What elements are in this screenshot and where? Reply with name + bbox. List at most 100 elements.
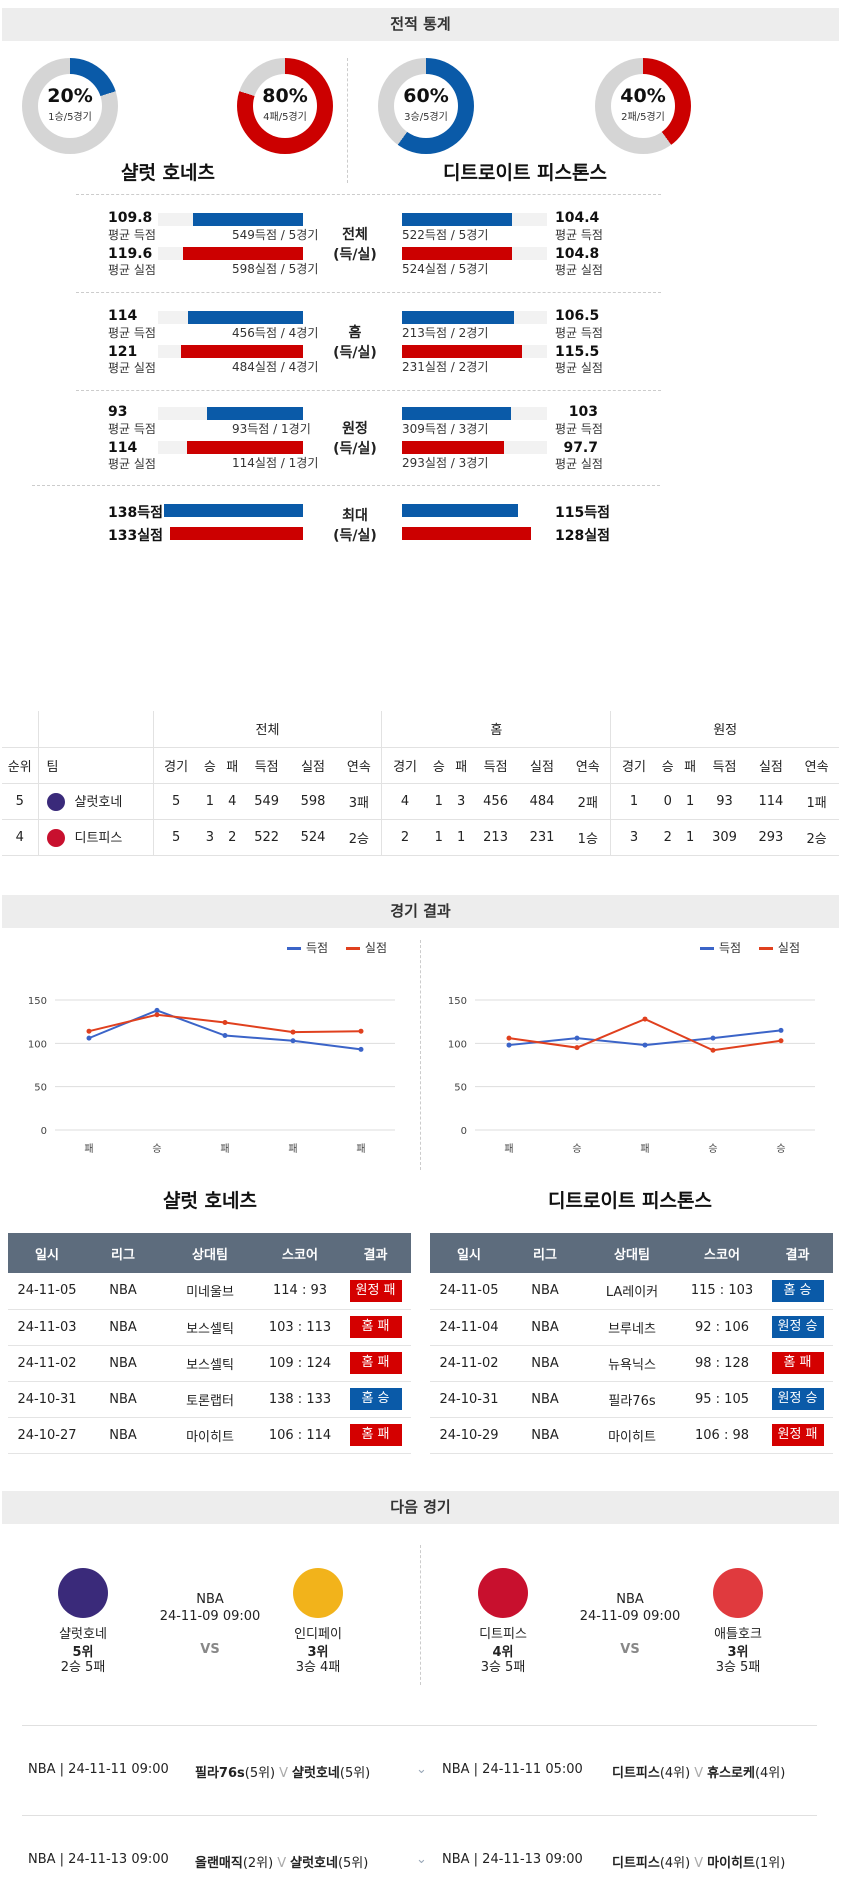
next-vs: VS [200, 1642, 220, 1657]
legend-swatch [345, 947, 360, 950]
next-team-name: 디트피스 [479, 1627, 527, 1642]
results-date: 24-11-05 [8, 1273, 86, 1310]
fixture-team: 마이히트 [707, 1856, 755, 1871]
right-results-table: 일시 리그 상대팀 스코어 결과 24-11-05 NBA LA레이커 115 : 103 홈 … [430, 1233, 833, 1454]
standings-header-cell: 연속 [794, 747, 839, 784]
standings-cell: 2패 [565, 783, 611, 820]
results-date: 24-11-02 [430, 1345, 508, 1382]
left-for-bar [193, 213, 303, 226]
legend-swatch [287, 947, 301, 950]
left-max-for: 138득점 [108, 505, 163, 521]
right-for-bar [402, 311, 514, 324]
results-header-cell: 일시 [430, 1233, 508, 1273]
left-avg-for-label: 평균 득점 [108, 326, 156, 340]
standings-header-cell: 패 [221, 747, 244, 784]
fixture-rank: (1위) [754, 1856, 786, 1871]
data-point [778, 1027, 784, 1033]
x-tick-label: 승 [152, 1143, 161, 1155]
mid-label: 홈 [348, 325, 362, 341]
result-badge: 홈 패 [349, 1316, 402, 1338]
standings-cell: 1패 [794, 783, 839, 820]
chevron-down-icon: ⌄ [416, 1852, 427, 1867]
standings-cell: 231 [518, 819, 566, 856]
next-team-name: 인디페이 [294, 1627, 342, 1642]
y-tick-label: 50 [454, 1083, 467, 1094]
results-score: 115 : 103 [682, 1273, 762, 1310]
divider [76, 194, 661, 195]
pistons-logo-icon [46, 829, 65, 848]
results-result: 원정 승 [762, 1381, 833, 1418]
fixture-meta: NBA | 24-11-13 09:00 [28, 1852, 169, 1867]
fixture-team: 샬럿호네 [292, 1766, 340, 1781]
right-against-count: 231실점 / 2경기 [402, 360, 489, 374]
standings-header-cell: 실점 [747, 747, 795, 784]
legend-swatch [758, 947, 773, 950]
right-chart-legend: 득점 실점 [700, 939, 800, 956]
left-against-count: 598실점 / 5경기 [232, 262, 319, 276]
results-league: NBA [86, 1345, 160, 1382]
donut-percent: 80% [262, 85, 308, 107]
right-avg-against-label: 평균 실점 [555, 263, 603, 277]
results-opp: 미네울브 [160, 1273, 260, 1310]
standings-group-header: 홈 [381, 711, 611, 748]
standings-cell: 484 [518, 783, 566, 820]
divider [420, 1545, 421, 1685]
results-opp: 브루네츠 [582, 1309, 682, 1346]
section-title-results: 경기 결과 [2, 895, 839, 928]
next-league: NBA [616, 1592, 644, 1607]
legend-label: 득점 [306, 941, 329, 955]
left-avg-against: 119.6 [108, 246, 153, 262]
left-avg-against: 114 [108, 440, 138, 456]
standings-header-cell: 득점 [701, 747, 748, 784]
left-max-against-bar [170, 527, 303, 540]
legend-label: 실점 [777, 941, 801, 955]
x-tick-label: 패 [84, 1143, 93, 1155]
standings-header-cell: 득점 [472, 747, 519, 784]
standings-cell: 2승 [794, 819, 839, 856]
table-row: 24-11-05 NBA LA레이커 115 : 103 홈 승 [430, 1273, 833, 1310]
next-datetime: 24-11-09 09:00 [159, 1609, 261, 1624]
legend-label: 실점 [364, 941, 388, 955]
results-league: NBA [508, 1345, 582, 1382]
data-point [290, 1038, 296, 1044]
results-opp: 마이히트 [160, 1417, 260, 1454]
standings-cell: 1 [449, 819, 473, 856]
standings-header-cell: 승 [198, 747, 222, 784]
table-row: 24-11-02 NBA 보스셀틱 109 : 124 홈 패 [8, 1345, 411, 1382]
results-header-cell: 스코어 [260, 1233, 340, 1273]
right-avg-against-label: 평균 실점 [555, 361, 603, 375]
table-row: 5 샬럿호네 5 1 4 549 598 3패 4 1 3 456 484 2패 1 0 1 93 114 1패 [2, 783, 839, 820]
results-opp: 필라76s [582, 1381, 682, 1418]
vs-icon: V [694, 1766, 704, 1781]
standings-team: 디트피스 [37, 819, 153, 856]
fixture-rank: (2위) [242, 1856, 274, 1871]
result-badge: 원정 승 [771, 1316, 824, 1338]
data-point [358, 1046, 364, 1052]
results-header-cell: 결과 [762, 1233, 833, 1273]
results-score: 92 : 106 [682, 1309, 762, 1346]
results-result: 홈 패 [340, 1345, 411, 1382]
divider [22, 1725, 817, 1726]
fixture-rank: (5위) [337, 1856, 369, 1871]
y-tick-label: 0 [41, 1126, 47, 1137]
results-date: 24-11-05 [430, 1273, 508, 1310]
results-opp: 보스셀틱 [160, 1345, 260, 1382]
right-max-for: 115득점 [555, 505, 610, 521]
right-avg-for: 104.4 [555, 210, 600, 226]
left-avg-for: 109.8 [108, 210, 153, 226]
standings-cell: 0 [656, 783, 679, 820]
stat-group-label: 홈 (득/실) [315, 323, 395, 363]
data-point [642, 1016, 648, 1022]
results-date: 24-10-27 [8, 1417, 86, 1454]
left-avg-against-label: 평균 실점 [108, 263, 156, 277]
results-league: NBA [508, 1417, 582, 1454]
standings-group-header: 전체 [152, 711, 382, 748]
stat-group-label: 전체 (득/실) [315, 225, 395, 265]
fixture-team: 샬럿호네 [290, 1856, 338, 1871]
standings-header-cell: 경기 [381, 747, 428, 784]
result-badge: 원정 패 [349, 1279, 402, 1302]
next-league: NBA [196, 1592, 224, 1607]
right-max-against: 128실점 [555, 528, 610, 544]
results-date: 24-11-02 [8, 1345, 86, 1382]
standings-rank: 5 [2, 783, 38, 820]
